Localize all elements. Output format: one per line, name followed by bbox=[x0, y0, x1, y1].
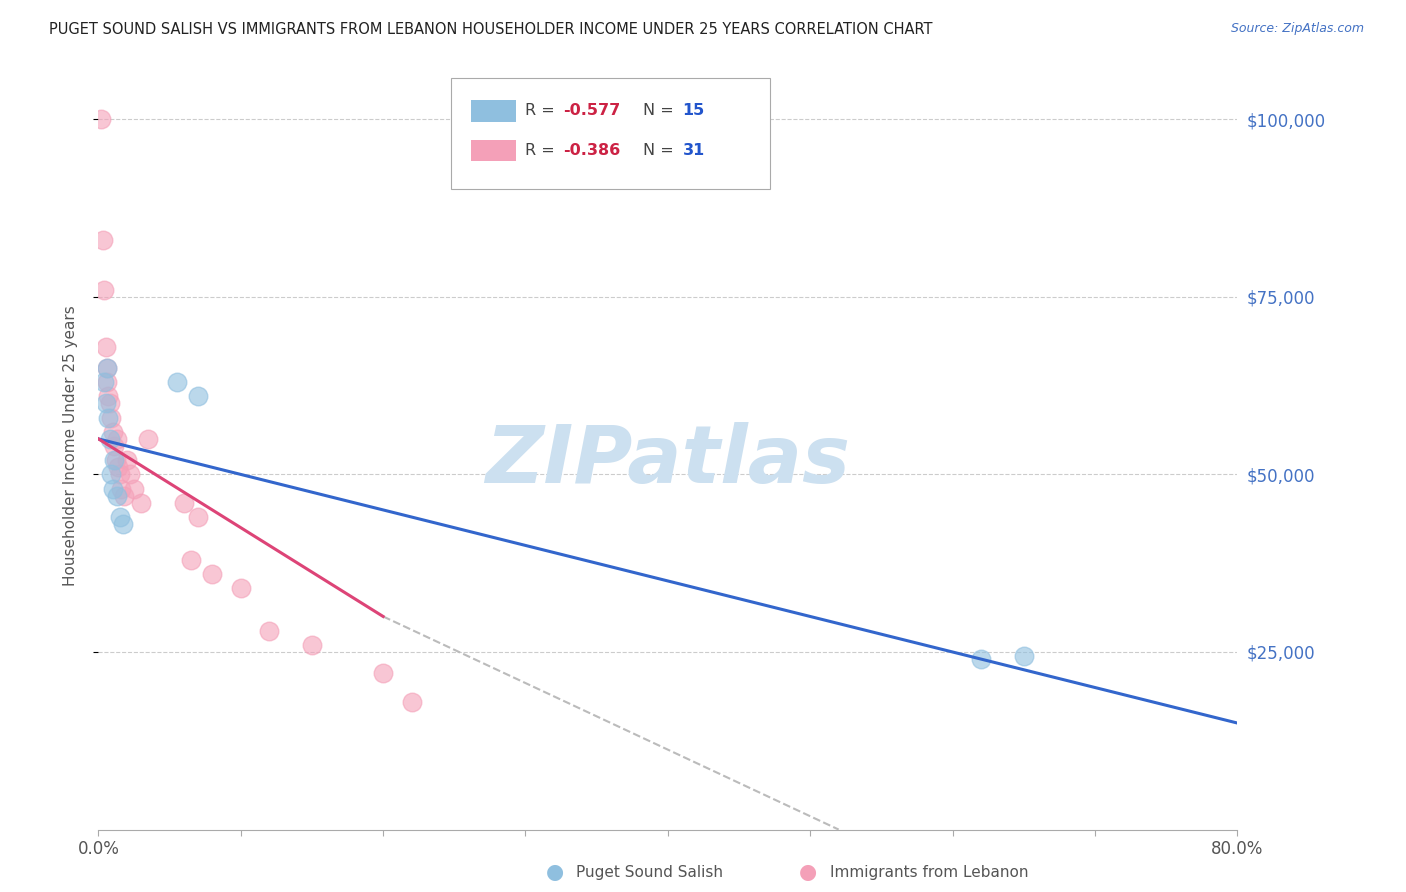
Point bbox=[94, 396, 117, 410]
Point bbox=[1012, 648, 1035, 663]
Point bbox=[173, 496, 195, 510]
Text: R =: R = bbox=[526, 103, 561, 119]
Point bbox=[100, 467, 122, 482]
Point bbox=[96, 360, 118, 375]
FancyBboxPatch shape bbox=[451, 78, 770, 189]
Point bbox=[97, 389, 120, 403]
Point bbox=[97, 410, 120, 425]
Point bbox=[101, 482, 124, 496]
Point bbox=[107, 460, 129, 475]
Point bbox=[129, 496, 152, 510]
Text: ZIPatlas: ZIPatlas bbox=[485, 422, 851, 500]
Text: -0.577: -0.577 bbox=[562, 103, 620, 119]
Point bbox=[110, 482, 132, 496]
Point bbox=[112, 489, 135, 503]
Text: R =: R = bbox=[526, 143, 561, 158]
Point bbox=[104, 453, 127, 467]
Text: N =: N = bbox=[643, 103, 679, 119]
Point bbox=[98, 432, 121, 446]
Text: Source: ZipAtlas.com: Source: ZipAtlas.com bbox=[1230, 22, 1364, 36]
Point bbox=[122, 482, 145, 496]
Point bbox=[108, 510, 131, 524]
Point bbox=[111, 517, 134, 532]
Point bbox=[90, 112, 112, 127]
Point bbox=[98, 396, 121, 410]
Point bbox=[136, 432, 159, 446]
Point bbox=[166, 375, 188, 389]
Point bbox=[101, 425, 124, 439]
FancyBboxPatch shape bbox=[471, 140, 516, 161]
Point bbox=[187, 389, 209, 403]
Text: Puget Sound Salish: Puget Sound Salish bbox=[576, 865, 724, 880]
Text: PUGET SOUND SALISH VS IMMIGRANTS FROM LEBANON HOUSEHOLDER INCOME UNDER 25 YEARS : PUGET SOUND SALISH VS IMMIGRANTS FROM LE… bbox=[49, 22, 932, 37]
Text: ●: ● bbox=[800, 863, 817, 882]
Text: Immigrants from Lebanon: Immigrants from Lebanon bbox=[830, 865, 1028, 880]
Point bbox=[373, 666, 395, 681]
Point bbox=[96, 375, 118, 389]
Point bbox=[229, 581, 252, 595]
Point bbox=[970, 652, 993, 666]
Point bbox=[108, 467, 131, 482]
Point bbox=[105, 489, 128, 503]
Point bbox=[301, 638, 323, 652]
Text: -0.386: -0.386 bbox=[562, 143, 620, 158]
Text: N =: N = bbox=[643, 143, 679, 158]
Point bbox=[94, 340, 117, 354]
FancyBboxPatch shape bbox=[471, 100, 516, 121]
Y-axis label: Householder Income Under 25 years: Householder Income Under 25 years bbox=[63, 306, 77, 586]
Point bbox=[93, 375, 115, 389]
Text: 15: 15 bbox=[683, 103, 704, 119]
Point bbox=[187, 510, 209, 524]
Point bbox=[401, 695, 423, 709]
Point bbox=[93, 283, 115, 297]
Point bbox=[201, 566, 224, 581]
Text: 31: 31 bbox=[683, 143, 704, 158]
Point bbox=[103, 439, 125, 453]
Point bbox=[115, 453, 138, 467]
Point bbox=[100, 410, 122, 425]
Point bbox=[103, 453, 125, 467]
Point bbox=[96, 360, 118, 375]
Text: ●: ● bbox=[547, 863, 564, 882]
Point bbox=[180, 552, 202, 566]
Point bbox=[259, 624, 281, 638]
Point bbox=[118, 467, 141, 482]
Point bbox=[105, 432, 128, 446]
Point bbox=[91, 233, 114, 247]
